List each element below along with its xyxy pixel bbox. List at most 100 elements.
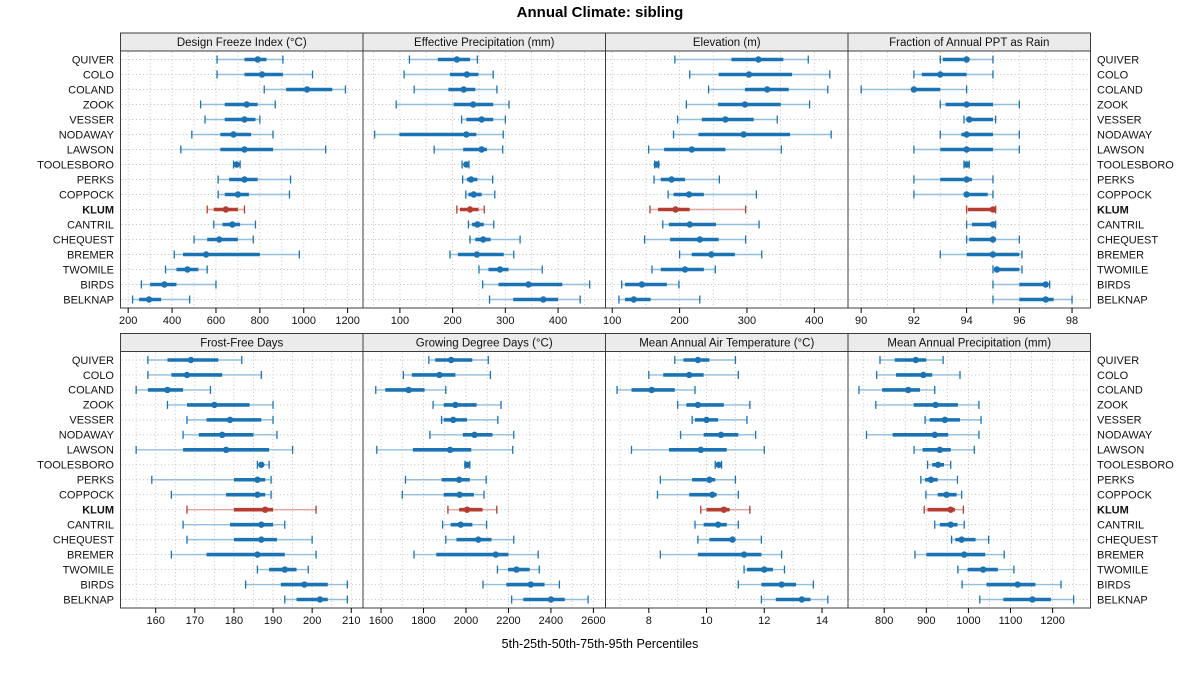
axis-tick-label: 400	[163, 315, 181, 327]
panel-title: Mean Annual Air Temperature (°C)	[639, 338, 814, 350]
median-dot	[447, 356, 455, 364]
median-dot	[478, 116, 485, 123]
site-label-left-coppock: COPPOCK	[59, 490, 115, 502]
median-dot	[638, 281, 646, 288]
series-chequest	[445, 535, 515, 544]
site-label-right-bremer: BREMER	[1097, 249, 1144, 261]
median-dot	[436, 371, 443, 379]
median-dot	[927, 476, 935, 483]
series-nodaway	[672, 130, 832, 139]
series-twomile	[743, 565, 786, 574]
site-label-right-nodaway: NODAWAY	[1097, 129, 1153, 141]
axis-tick-label: 92	[908, 315, 920, 327]
series-colo	[402, 370, 492, 379]
median-dot	[722, 116, 729, 123]
series-quiver	[674, 356, 737, 364]
median-dot	[450, 416, 457, 424]
series-coppock	[465, 190, 496, 199]
series-chequest	[193, 235, 254, 244]
site-label-left-nodaway: NODAWAY	[59, 430, 115, 442]
site-label-left-birds: BIRDS	[80, 579, 114, 591]
series-zook	[395, 100, 510, 109]
series-bremer	[173, 250, 301, 259]
series-belknap	[131, 295, 191, 304]
median-dot	[254, 476, 261, 483]
series-quiver	[408, 55, 479, 64]
axis-tick-label: 800	[251, 315, 269, 327]
axis-tick-label: 12	[758, 615, 770, 627]
median-dot	[218, 431, 226, 439]
site-label-left-twomile: TWOMILE	[63, 564, 114, 576]
series-cantril	[694, 520, 739, 529]
series-klum	[456, 205, 485, 214]
median-dot	[258, 521, 265, 528]
series-coland	[707, 85, 829, 94]
panel-design-freeze-index: Design Freeze Index (°C) 200 400 600 800 1000…	[119, 32, 364, 327]
median-dot	[479, 236, 487, 243]
series-perks	[913, 175, 994, 184]
series-chequest	[965, 235, 1020, 244]
axis-tick-label: 1600	[369, 615, 393, 627]
site-label-right-klum: KLUM	[1097, 204, 1129, 216]
panel-frost-free-days: Frost-Free Days 160 170 180 190 200 210	[120, 333, 364, 627]
median-dot	[241, 176, 248, 183]
series-coppock	[656, 490, 739, 499]
median-dot	[668, 176, 675, 183]
series-vesser	[460, 115, 506, 124]
median-dot	[463, 161, 470, 168]
series-colo	[875, 370, 961, 379]
series-birds	[737, 580, 815, 589]
series-zook	[677, 400, 751, 409]
site-label-right-birds: BIRDS	[1097, 579, 1131, 591]
median-dot	[492, 551, 499, 558]
series-twomile	[496, 565, 540, 574]
axis-tick-label: 200	[303, 615, 321, 627]
median-dot	[233, 161, 240, 168]
series-belknap	[760, 595, 829, 604]
panel-mean-annual-air-temperature: Mean Annual Air Temperature (°C) 8 10 12 14	[605, 333, 849, 627]
median-dot	[798, 596, 806, 603]
median-dot	[525, 281, 532, 288]
site-label-right-quiver: QUIVER	[1097, 355, 1139, 367]
median-dot	[989, 236, 997, 243]
series-vesser	[186, 415, 274, 424]
site-label-right-twomile: TWOMILE	[1097, 564, 1148, 576]
median-dot	[478, 146, 485, 153]
median-dot	[696, 236, 704, 243]
series-bremer	[170, 550, 317, 559]
panel-effective-precipitation: Effective Precipitation (mm) 100 200 300 400	[362, 32, 606, 327]
median-dot	[222, 446, 230, 454]
median-dot	[184, 266, 191, 273]
series-lawson	[647, 145, 782, 154]
series-birds	[482, 280, 591, 289]
series-perks	[920, 475, 959, 484]
site-label-right-zook: ZOOK	[1097, 99, 1129, 111]
median-dot	[694, 401, 702, 409]
site-label-right-cantril: CANTRIL	[1097, 219, 1144, 231]
median-dot	[254, 551, 261, 558]
axis-tick-label: 800	[875, 615, 893, 627]
site-label-right-zook: ZOOK	[1097, 400, 1129, 412]
site-label-right-nodaway: NODAWAY	[1097, 430, 1153, 442]
site-label-left-toolesboro: TOOLESBORO	[37, 460, 114, 472]
median-dot	[513, 566, 520, 573]
series-colo	[689, 70, 831, 79]
median-dot	[455, 476, 463, 483]
axis-tick-label: 98	[1066, 315, 1078, 327]
series-zook	[875, 400, 980, 409]
median-dot	[460, 86, 467, 93]
series-birds	[140, 280, 217, 289]
axis-tick-label: 14	[816, 615, 828, 627]
series-coland	[858, 385, 936, 394]
median-dot	[452, 401, 459, 409]
series-coppock	[170, 490, 272, 499]
median-dot	[230, 131, 237, 138]
site-label-left-zook: ZOOK	[83, 99, 115, 111]
series-belknap	[979, 595, 1075, 604]
series-lawson	[180, 145, 327, 154]
series-coppock	[925, 490, 963, 499]
median-dot	[912, 356, 919, 364]
median-dot	[989, 206, 997, 213]
site-label-left-bremer: BREMER	[67, 249, 114, 261]
